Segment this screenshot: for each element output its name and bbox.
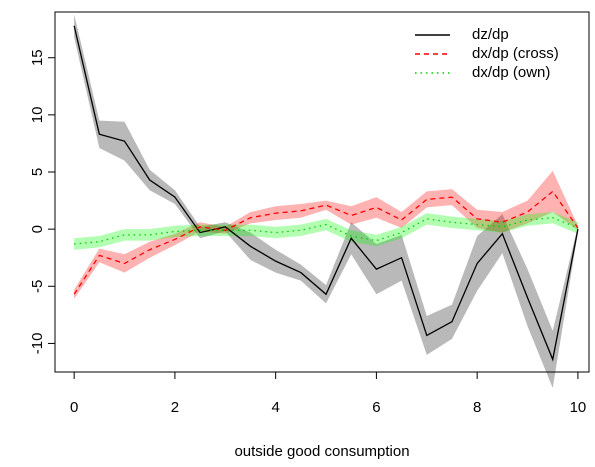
y-tick-label: 15 — [29, 49, 46, 66]
y-tick-label: -10 — [29, 333, 46, 355]
confidence-band — [74, 170, 578, 299]
series-line — [73, 190, 579, 295]
series-line — [73, 25, 579, 362]
legend-label: dz/dp — [472, 26, 509, 43]
x-tick-label: 2 — [171, 399, 179, 416]
x-tick-label: 0 — [70, 399, 78, 416]
x-axis-label: outside good consumption — [234, 443, 409, 460]
legend-label: dx/dp (own) — [472, 64, 550, 81]
confidence-band — [74, 14, 578, 389]
x-tick-label: 10 — [570, 399, 587, 416]
x-tick-label: 6 — [372, 399, 380, 416]
series-line — [74, 217, 579, 245]
x-tick-label: 4 — [271, 399, 279, 416]
legend-label: dx/dp (cross) — [472, 45, 559, 62]
plot-frame — [54, 11, 590, 373]
y-tick-label: 0 — [29, 225, 46, 233]
y-tick-label: -5 — [29, 280, 46, 293]
y-tick-label: 5 — [29, 168, 46, 176]
y-tick-label: 10 — [29, 107, 46, 124]
confidence-band — [74, 212, 578, 250]
x-tick-label: 8 — [473, 399, 481, 416]
